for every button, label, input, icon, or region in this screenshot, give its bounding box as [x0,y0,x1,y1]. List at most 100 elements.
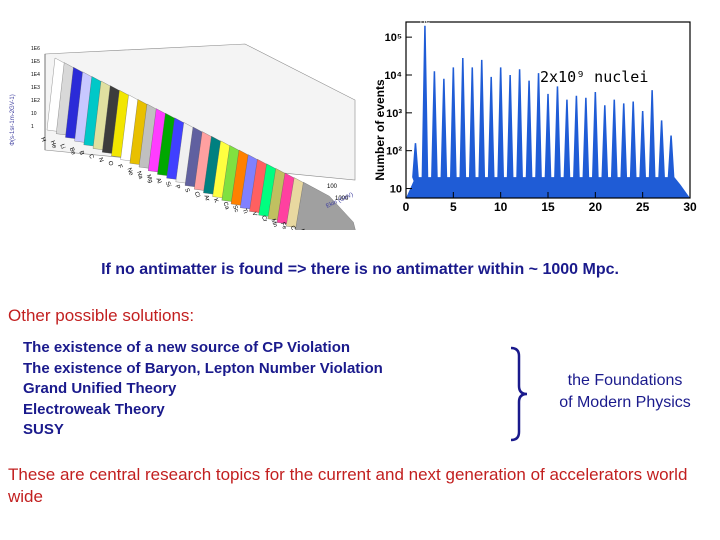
element-label: Fe [279,222,287,230]
peak-label: Ti [611,90,618,99]
solution-item: Electroweak Theory [23,400,165,418]
right-brace [510,346,528,442]
antimatter-statement: If no antimatter is found => there is no… [101,261,619,278]
peak-label: Al [526,71,533,80]
element-label: P [174,184,181,190]
spectrum-peaks [406,25,690,199]
element-label: Mg [145,174,153,184]
element-label: Mn [270,218,278,228]
flux-yticks: 1E6 1E5 1E4 1E3 1E2 10 1 [31,46,40,130]
peak-label: He [420,20,431,25]
solutions-list: The existence of a new source of CP Viol… [23,338,383,441]
flux-ytick: 1E2 [31,98,40,104]
spectrum-xticks: 0 5 10 15 20 25 30 [403,192,697,214]
solution-item: The existence of Baryon, Lepton Number V… [23,359,383,377]
peak-label: Ar [572,86,580,95]
energy-tick-1000: 1000 [335,196,349,202]
element-label: Sc [231,205,239,214]
element-label: Si [164,181,171,188]
peak-label: Na [505,65,516,74]
peak-label: C [460,48,466,57]
spectrum-xtick: 15 [541,200,555,214]
peak-label: Mn [637,101,648,110]
spectrum-ylabel: Number of events [373,79,387,181]
element-label: Cr [260,215,268,223]
element-label: Ti [241,208,248,215]
element-label: B [78,150,85,156]
element-label: Na [135,171,143,181]
element-label: Ne [126,167,134,177]
flux-ytick: 1E3 [31,85,40,91]
spectrum-xtick: 5 [450,200,457,214]
foundations-label: the Foundations of Modern Physics [530,370,720,414]
peak-label: V [621,93,627,102]
element-label: O [106,160,113,167]
element-label: C [87,154,94,161]
spectrum-xtick: 25 [636,200,650,214]
spectrum-ytick: 10⁴ [384,70,402,82]
flux-slices [44,43,356,230]
foundations-line-1: the Foundations [567,372,683,389]
peak-label: Cl [563,90,571,99]
flux-ytick: 1E5 [31,59,40,65]
peak-label: O [479,50,485,59]
spectrum-xtick: 20 [589,200,603,214]
spectrum-ytick: 10³ [386,108,402,120]
element-label: Al [154,177,161,184]
peak-label: Cr [629,91,638,100]
flux-ytick: 10 [31,111,37,117]
flux-ylabel: Φ(s-1sr-1m-2GV-1) [10,94,16,145]
element-label: He [49,140,57,150]
element-label: N [97,157,104,163]
peak-label: F [489,67,494,76]
spectrum-xtick: 0 [403,200,410,214]
spectrum-xtick: 10 [494,200,508,214]
element-label: Cl [193,191,201,198]
solution-item: SUSY [23,421,64,438]
element-label: Li [58,143,65,149]
element-label: K [212,198,219,204]
element-label: Be [68,147,76,157]
nuclei-annotation: 2x10⁹ nuclei [540,68,648,86]
peak-label: Co [656,110,667,119]
conclusion-text: These are central research topics for th… [8,465,688,506]
peak-label: Mg [514,59,525,68]
element-label: Ar [202,194,210,202]
peak-label: N [469,57,475,66]
peak-label: Ne [496,57,507,66]
element-label: F [116,164,123,170]
flux-3d-plot: Φ(s-1sr-1m-2GV-1) 1E6 1E5 1E4 1E3 1E2 10 1 HHe… [10,43,356,230]
energy-tick-100: 100 [327,184,338,190]
flux-slice [295,181,356,230]
element-label: Co [289,225,297,230]
peak-label: Li [431,61,437,70]
spectrum-xtick: 30 [683,200,697,214]
flux-ytick: 1E6 [31,46,40,52]
spectrum-yticks: 10⁵ 10⁴ 10³ 10² 10 [384,32,412,196]
spectrum-area [406,25,690,199]
element-label: S [183,188,190,194]
solution-item: Grand Unified Theory [23,380,177,397]
peak-label: B [451,57,456,66]
spectrum-ytick: 10 [390,184,402,196]
other-solutions-title: Other possible solutions: [8,306,195,325]
peak-label: Sc [600,95,609,104]
peak-label: S [555,76,560,85]
peak-label: Ca [590,82,601,91]
flux-ytick: 1E4 [31,72,40,78]
peak-label: K [583,88,589,97]
flux-ytick: 1 [31,124,34,130]
element-label: Ca [222,201,230,211]
peak-label: Be [439,69,449,78]
foundations-line-2: of Modern Physics [559,394,691,411]
solution-item: The existence of a new source of CP Viol… [23,339,351,356]
element-label: V [250,211,257,217]
element-label: H [39,137,46,143]
peak-label: P [545,84,550,93]
element-label: Ni [298,228,306,230]
spectrum-ytick: 10⁵ [385,32,402,44]
peak-label: Fe [647,80,657,89]
